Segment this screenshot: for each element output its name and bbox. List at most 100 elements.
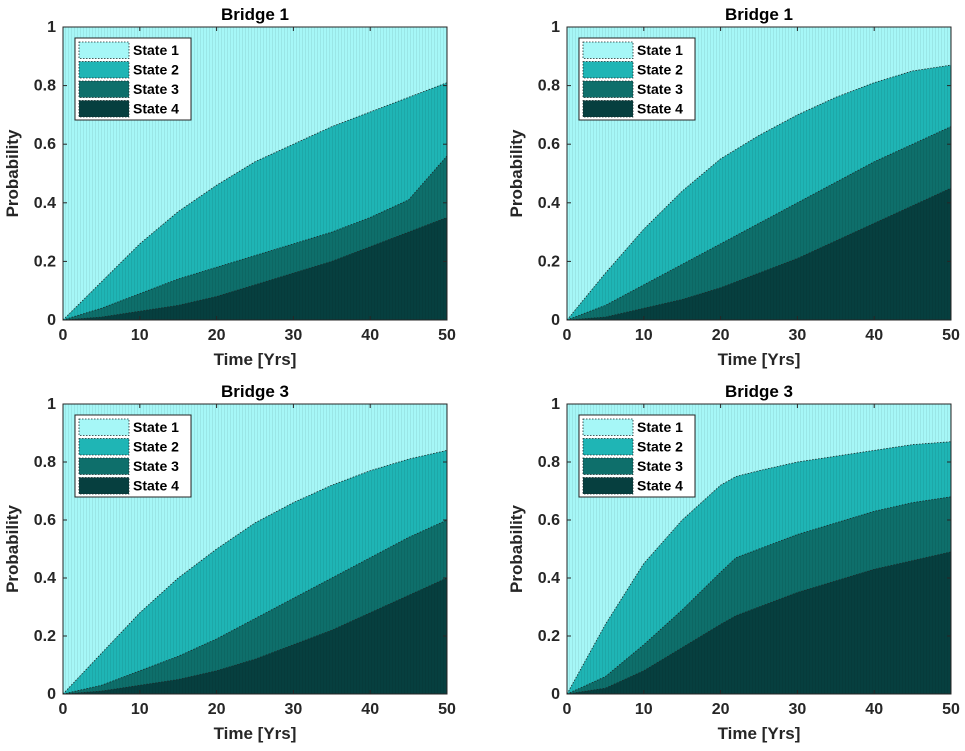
x-tick-label: 30 — [789, 701, 807, 718]
y-tick-label: 0.2 — [538, 253, 560, 270]
x-tick-label: 50 — [942, 327, 960, 344]
y-tick-label: 0.6 — [538, 512, 560, 529]
legend-swatch-state-1 — [582, 41, 634, 59]
y-axis-label: Probability — [3, 129, 22, 217]
legend-label: State 4 — [133, 101, 179, 117]
x-tick-label: 20 — [208, 701, 226, 718]
legend-swatch-state-3 — [582, 457, 634, 475]
legend-swatch-state-1 — [78, 41, 130, 59]
legend-swatch-state-4 — [78, 100, 130, 118]
plot-area-frame — [566, 403, 952, 695]
legend-swatch-state-2 — [582, 438, 634, 456]
y-tick-label: 0 — [47, 312, 56, 329]
chart-panel-1: 0 10 20 30 40 50 0 0.2 0.4 0.6 0.8 1 Bridge 1 Time [Y… — [3, 5, 456, 369]
legend-label: State 2 — [133, 439, 179, 455]
legend-label: State 3 — [637, 81, 683, 97]
chart-title: Bridge 1 — [725, 5, 793, 24]
y-tick-label: 0.4 — [34, 195, 56, 212]
x-tick-label: 10 — [131, 327, 149, 344]
x-tick-label: 30 — [285, 327, 303, 344]
legend: State 1 State 2 State 3 State 4 — [74, 37, 192, 121]
x-axis-label: Time [Yrs] — [214, 724, 297, 743]
y-axis-label: Probability — [507, 129, 526, 217]
y-tick-label: 0.8 — [34, 78, 56, 95]
legend-label: State 3 — [133, 458, 179, 474]
legend-label: State 3 — [133, 81, 179, 97]
x-tick-label: 50 — [942, 701, 960, 718]
y-tick-label: 0 — [551, 312, 560, 329]
x-axis-label: Time [Yrs] — [718, 350, 801, 369]
area-state-4 — [566, 551, 952, 695]
x-tick-label: 50 — [438, 327, 456, 344]
legend-swatch-state-1 — [582, 418, 634, 436]
legend-label: State 1 — [133, 42, 179, 58]
legend: State 1 State 2 State 3 State 4 — [74, 414, 192, 498]
y-tick-label: 0.2 — [34, 628, 56, 645]
legend-label: State 2 — [637, 62, 683, 78]
x-tick-label: 10 — [635, 327, 653, 344]
legend-label: State 4 — [637, 101, 683, 117]
chart-title: Bridge 3 — [221, 382, 289, 401]
legend-swatch-state-2 — [78, 438, 130, 456]
plot-area-frame — [62, 26, 448, 321]
y-tick-label: 1 — [47, 19, 56, 36]
y-tick-label: 0.6 — [34, 136, 56, 153]
legend-label: State 4 — [637, 478, 683, 494]
y-tick-label: 1 — [47, 396, 56, 413]
legend-swatch-state-1 — [78, 418, 130, 436]
x-tick-label: 0 — [59, 327, 68, 344]
x-tick-label: 40 — [361, 327, 379, 344]
x-axis-label: Time [Yrs] — [214, 350, 297, 369]
y-tick-label: 1 — [551, 396, 560, 413]
x-tick-label: 10 — [131, 701, 149, 718]
legend-swatch-state-4 — [78, 477, 130, 495]
legend-swatch-state-2 — [78, 61, 130, 79]
x-tick-label: 10 — [635, 701, 653, 718]
legend: State 1 State 2 State 3 State 4 — [578, 414, 696, 498]
x-tick-label: 0 — [563, 701, 572, 718]
y-tick-label: 0.2 — [34, 253, 56, 270]
x-tick-label: 20 — [712, 327, 730, 344]
plot-area-frame — [62, 403, 448, 695]
y-tick-label: 0.2 — [538, 628, 560, 645]
legend-label: State 1 — [133, 419, 179, 435]
chart-panel-3: 0 10 20 30 40 50 0 0.2 0.4 0.6 0.8 1 Bridge 3 Time [Y… — [3, 382, 456, 743]
y-tick-label: 0.4 — [538, 195, 560, 212]
chart-panel-4: 0 10 20 30 40 50 0 0.2 0.4 0.6 0.8 1 Bridge 3 Time [Y… — [507, 382, 960, 743]
y-tick-label: 0 — [47, 686, 56, 703]
legend-swatch-state-4 — [582, 477, 634, 495]
x-tick-label: 20 — [208, 327, 226, 344]
y-tick-label: 1 — [551, 19, 560, 36]
legend-swatch-state-3 — [78, 80, 130, 98]
x-tick-label: 0 — [563, 327, 572, 344]
legend: State 1 State 2 State 3 State 4 — [578, 37, 696, 121]
y-tick-label: 0.8 — [538, 454, 560, 471]
legend-label: State 3 — [637, 458, 683, 474]
chart-title: Bridge 1 — [221, 5, 289, 24]
y-tick-label: 0.8 — [538, 78, 560, 95]
y-tick-label: 0.4 — [538, 570, 560, 587]
legend-label: State 1 — [637, 419, 683, 435]
area-state-4 — [62, 577, 448, 695]
legend-label: State 4 — [133, 478, 179, 494]
legend-label: State 1 — [637, 42, 683, 58]
y-tick-label: 0 — [551, 686, 560, 703]
legend-swatch-state-3 — [582, 80, 634, 98]
y-axis-label: Probability — [507, 505, 526, 593]
chart-panel-2: 0 10 20 30 40 50 0 0.2 0.4 0.6 0.8 1 Bridge 1 Time [Y… — [507, 5, 960, 369]
x-tick-label: 40 — [865, 701, 883, 718]
x-tick-label: 30 — [789, 327, 807, 344]
y-tick-label: 0.6 — [538, 136, 560, 153]
legend-swatch-state-2 — [582, 61, 634, 79]
x-tick-label: 50 — [438, 701, 456, 718]
x-tick-label: 40 — [361, 701, 379, 718]
x-axis-label: Time [Yrs] — [718, 724, 801, 743]
legend-label: State 2 — [637, 439, 683, 455]
y-axis-label: Probability — [3, 505, 22, 593]
x-tick-label: 0 — [59, 701, 68, 718]
legend-swatch-state-4 — [582, 100, 634, 118]
x-tick-label: 20 — [712, 701, 730, 718]
y-tick-label: 0.6 — [34, 512, 56, 529]
x-tick-label: 30 — [285, 701, 303, 718]
